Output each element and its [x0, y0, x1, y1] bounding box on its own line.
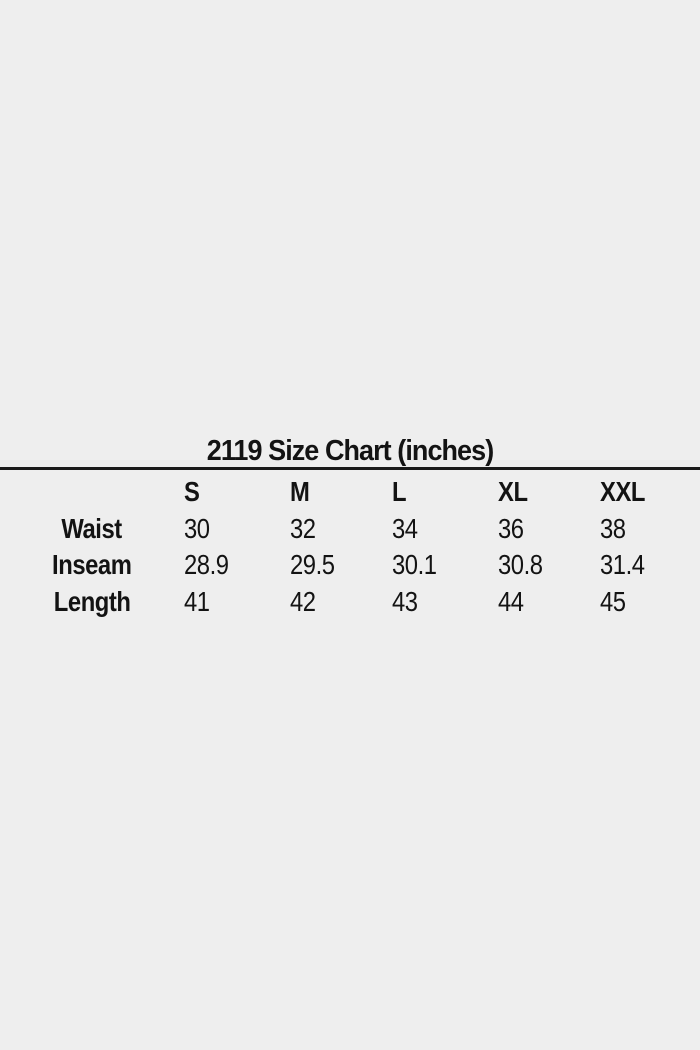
cell-length-xxl: 45	[600, 586, 626, 618]
column-header-l: L	[392, 476, 407, 508]
row-label-inseam: Inseam	[52, 549, 132, 581]
column-header-xxl: XXL	[600, 476, 646, 508]
cell-waist-m: 32	[290, 512, 316, 544]
column-header-s: S	[184, 476, 200, 508]
cell-inseam-xxl: 31.4	[600, 549, 645, 581]
cell-length-m: 42	[290, 586, 316, 618]
cell-inseam-xl: 30.8	[498, 549, 543, 581]
size-table: S M L XL XXL Waist 30 32 34 36 38 Inseam…	[0, 474, 700, 620]
cell-inseam-m: 29.5	[290, 549, 335, 581]
size-chart-title: 2119 Size Chart (inches)	[0, 434, 700, 468]
cell-inseam-s: 28.9	[184, 549, 229, 581]
size-chart-title-text: 2119 Size Chart (inches)	[206, 435, 494, 467]
row-label-waist: Waist	[61, 512, 123, 544]
row-label-length: Length	[53, 586, 131, 618]
column-header-m: M	[290, 476, 310, 508]
cell-length-s: 41	[184, 586, 210, 618]
cell-waist-xxl: 38	[600, 512, 626, 544]
cell-length-l: 43	[392, 586, 418, 618]
cell-waist-l: 34	[392, 512, 418, 544]
cell-waist-s: 30	[184, 512, 210, 544]
cell-waist-xl: 36	[498, 512, 524, 544]
cell-length-xl: 44	[498, 586, 524, 618]
cell-inseam-l: 30.1	[392, 549, 437, 581]
column-header-xl: XL	[498, 476, 528, 508]
divider-line	[0, 467, 700, 470]
